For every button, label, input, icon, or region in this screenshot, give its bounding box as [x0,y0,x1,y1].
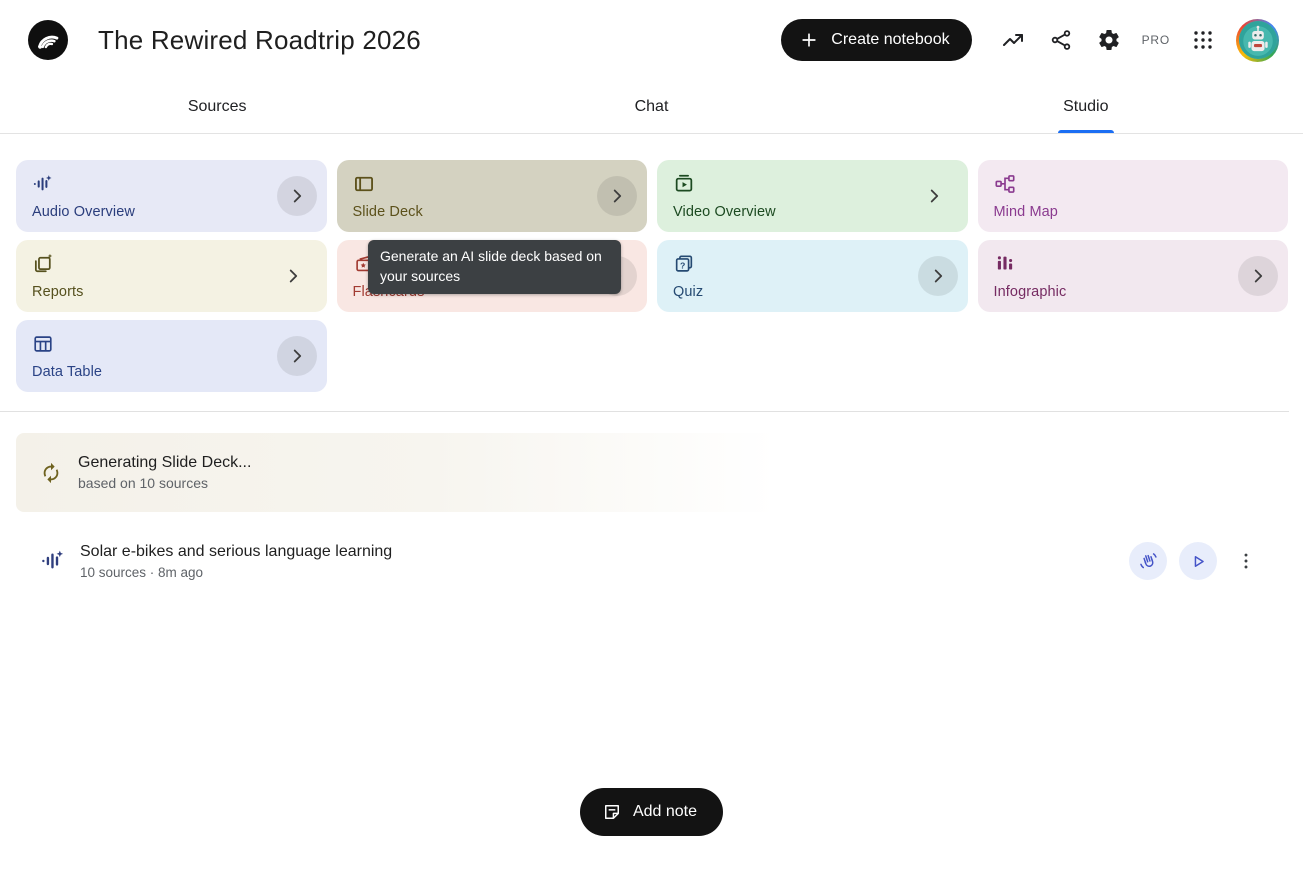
tool-card-data-table[interactable]: Data Table [16,320,327,392]
studio-tools-grid: Audio Overview Slide Deck Video Overview… [16,160,1288,392]
settings-gear-icon [1097,28,1121,52]
tool-icon [32,253,54,275]
panel-tabs: Sources Chat Studio [0,80,1303,134]
tool-card-video-overview[interactable]: Video Overview [657,160,968,232]
footer-area: Add note [0,788,1303,836]
chevron-right-icon[interactable] [597,176,637,216]
tool-label: Infographic [993,284,1067,300]
studio-divider [0,411,1289,412]
svg-text:?: ? [680,260,685,270]
play-icon [1188,551,1209,572]
notebooklm-logo-icon[interactable] [28,20,68,60]
chevron-right-icon[interactable] [1238,256,1278,296]
settings-button[interactable] [1088,19,1130,61]
chevron-right-icon[interactable] [281,264,305,288]
tool-icon [994,173,1016,195]
generating-title: Generating Slide Deck... [78,454,252,471]
tool-icon [994,253,1016,275]
tool-card-audio-overview[interactable]: Audio Overview [16,160,327,232]
more-vert-icon [1235,550,1257,572]
note-icon [602,802,622,822]
audio-item-title: Solar e-bikes and serious language learn… [80,542,393,560]
play-button[interactable] [1179,542,1217,580]
audio-item-meta: 10 sources · 8m ago [80,564,204,580]
generating-status-row[interactable]: Generating Slide Deck... based on 10 sou… [16,433,776,512]
app-header: The Rewired Roadtrip 2026 Create noteboo… [0,0,1303,80]
trending-up-icon [1001,28,1025,52]
studio-panel: Audio Overview Slide Deck Video Overview… [0,134,1303,392]
header-actions: Create notebook PRO [781,18,1279,62]
tool-card-reports[interactable]: Reports [16,240,327,312]
tool-card-quiz[interactable]: ? Quiz [657,240,968,312]
create-notebook-button[interactable]: Create notebook [781,19,972,61]
tool-label: Mind Map [993,204,1058,220]
user-avatar[interactable] [1236,18,1279,62]
tool-label: Data Table [32,364,103,380]
audio-overview-item[interactable]: Solar e-bikes and serious language learn… [16,534,1287,588]
notebook-title[interactable]: The Rewired Roadtrip 2026 [98,24,421,55]
tool-card-slide-deck[interactable]: Slide Deck [336,160,647,232]
chevron-right-icon[interactable] [276,336,317,376]
audio-item-actions [1129,542,1263,580]
audio-waveform-icon [40,548,66,574]
tool-label: Slide Deck [352,204,423,220]
generating-subtitle: based on 10 sources [78,475,208,491]
tool-icon: ? [673,253,695,275]
slide-deck-tooltip: Generate an AI slide deck based on your … [368,240,621,294]
tool-icon [673,173,695,195]
chevron-right-icon[interactable] [917,256,958,296]
share-icon [1049,28,1073,52]
tab-chat[interactable]: Chat [634,97,669,115]
tool-label: Reports [32,284,84,300]
add-note-button[interactable]: Add note [579,788,724,836]
tab-sources[interactable]: Sources [187,97,247,115]
share-button[interactable] [1040,19,1082,61]
tool-icon [353,173,375,195]
chevron-right-icon[interactable] [922,184,946,208]
plus-icon [799,30,819,50]
wave-hand-icon [1138,551,1159,572]
tool-label: Audio Overview [32,204,135,220]
tool-card-infographic[interactable]: Infographic [977,240,1288,312]
analytics-button[interactable] [992,19,1034,61]
apps-grid-icon [1191,28,1215,52]
google-apps-button[interactable] [1182,19,1224,61]
tool-card-mind-map[interactable]: Mind Map [977,160,1288,232]
pro-badge: PRO [1141,33,1170,47]
interactive-mode-button[interactable] [1129,542,1167,580]
create-notebook-label: Create notebook [831,31,950,48]
autorenew-spinner-icon [40,462,62,484]
robot-avatar-image [1238,21,1277,59]
tool-label: Quiz [673,284,704,300]
tool-icon [32,173,54,195]
chevron-right-icon[interactable] [276,176,317,216]
tool-label: Video Overview [673,204,776,220]
more-options-button[interactable] [1229,542,1263,580]
tab-studio[interactable]: Studio [869,80,1303,133]
tool-icon [32,333,54,355]
add-note-label: Add note [632,803,698,820]
